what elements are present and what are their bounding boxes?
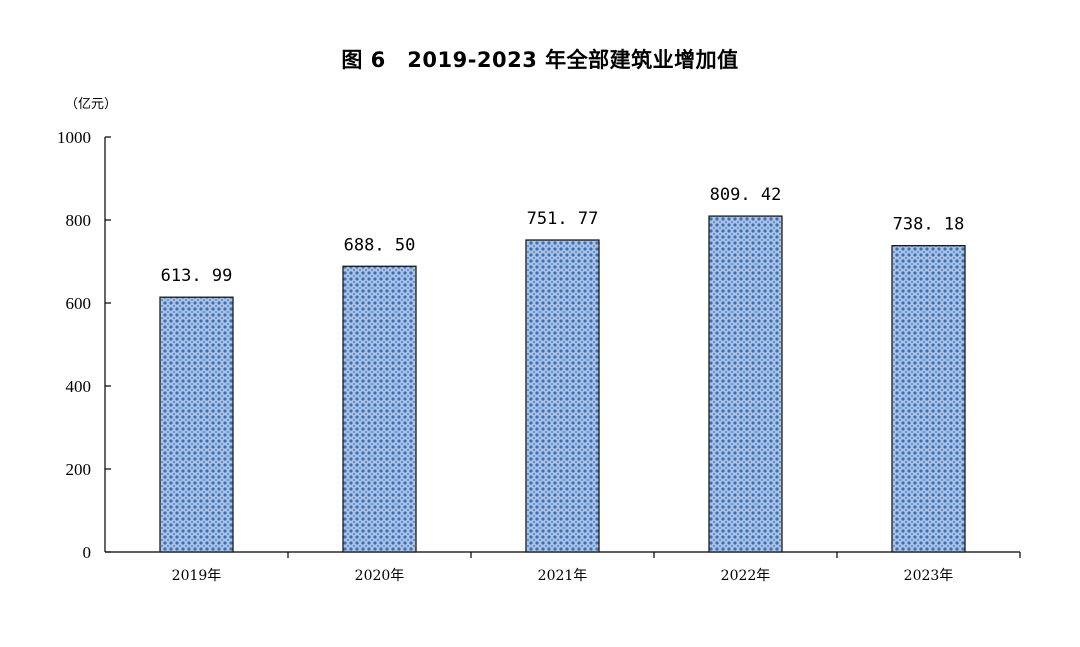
y-tick-label: 600 [66,294,92,313]
y-tick-label: 0 [83,543,92,562]
x-category-label: 2022年 [721,568,771,584]
bar-2021年 [525,239,600,553]
chart-title: 图 6 2019-2023 年全部建筑业增加值 [341,48,739,72]
y-tick-label: 800 [66,211,92,230]
bar-value-label: 688. 50 [344,235,416,255]
bar-2023年 [891,245,966,553]
bar-2020年 [342,265,417,553]
bar-value-label: 738. 18 [893,215,965,235]
x-category-label: 2021年 [538,568,588,584]
x-category-label: 2019年 [172,568,222,584]
y-unit-label: （亿元） [65,97,117,112]
bar-2019年 [159,296,234,553]
bar-value-label: 751. 77 [527,209,599,229]
x-category-label: 2020年 [355,568,405,584]
y-tick-label: 200 [66,460,92,479]
y-tick-label: 1000 [57,128,91,147]
bar-value-label: 613. 99 [161,266,233,286]
bar-value-label: 809. 42 [710,185,782,205]
y-tick-label: 400 [66,377,92,396]
bar-2022年 [708,215,783,553]
x-category-label: 2023年 [904,568,954,584]
